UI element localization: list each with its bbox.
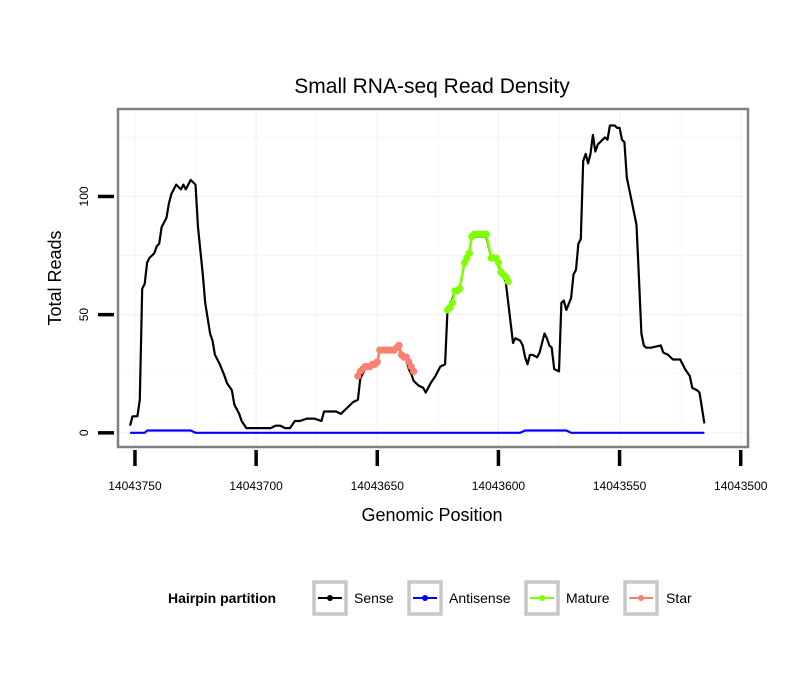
series-line-sense — [129, 124, 706, 430]
legend-key-antisense — [407, 580, 443, 616]
legend-label-mature: Mature — [566, 590, 610, 606]
x-tick-label: 14043650 — [351, 479, 405, 493]
legend-key-point — [327, 595, 333, 601]
series-star — [354, 341, 418, 380]
data-point-star — [373, 358, 381, 366]
data-point-mature — [494, 259, 503, 267]
series-mature — [443, 230, 512, 314]
y-tick-label: 100 — [77, 186, 91, 206]
legend-label-sense: Sense — [354, 590, 394, 606]
legend-key-point — [539, 595, 545, 601]
x-tick-label: 14043750 — [108, 479, 162, 493]
panel-background — [118, 109, 748, 447]
panel-border — [116, 107, 750, 449]
x-tick-label: 14043600 — [472, 479, 526, 493]
legend-label-star: Star — [666, 590, 692, 606]
y-axis: 0 50 100 — [77, 186, 114, 436]
plot-panel — [116, 107, 750, 449]
chart-title: Small RNA-seq Read Density — [294, 75, 570, 98]
legend: Hairpin partition Sense Antisense Mature St… — [168, 580, 692, 616]
legend-key-point — [422, 595, 428, 601]
legend-key-point — [638, 595, 644, 601]
data-point-star — [410, 367, 418, 375]
legend-title: Hairpin partition — [168, 590, 276, 606]
y-tick-label: 0 — [77, 429, 91, 436]
x-tick-label: 14043700 — [229, 479, 283, 493]
series-antisense — [130, 429, 705, 434]
x-axis-title: Genomic Position — [361, 505, 502, 525]
y-tick-label: 50 — [77, 308, 91, 322]
series-sense — [129, 124, 706, 430]
legend-key-sense — [312, 580, 348, 616]
legend-key-mature — [524, 580, 560, 616]
legend-key-star — [623, 580, 659, 616]
data-point-mature — [456, 285, 464, 293]
data-point-mature — [448, 299, 456, 307]
grid-minor — [118, 109, 748, 447]
data-point-mature — [465, 249, 473, 257]
x-tick-label: 14043550 — [593, 479, 647, 493]
series-line-antisense — [130, 429, 705, 434]
series-layer — [129, 124, 706, 434]
x-axis: 14043750 14043700 14043650 14043600 14043550… — [108, 450, 768, 493]
y-axis-title: Total Reads — [45, 230, 65, 325]
data-point-mature — [504, 277, 512, 286]
data-point-mature — [482, 230, 490, 238]
x-tick-label: 14043500 — [714, 479, 768, 493]
legend-label-antisense: Antisense — [449, 590, 511, 606]
data-point-star — [395, 341, 403, 349]
